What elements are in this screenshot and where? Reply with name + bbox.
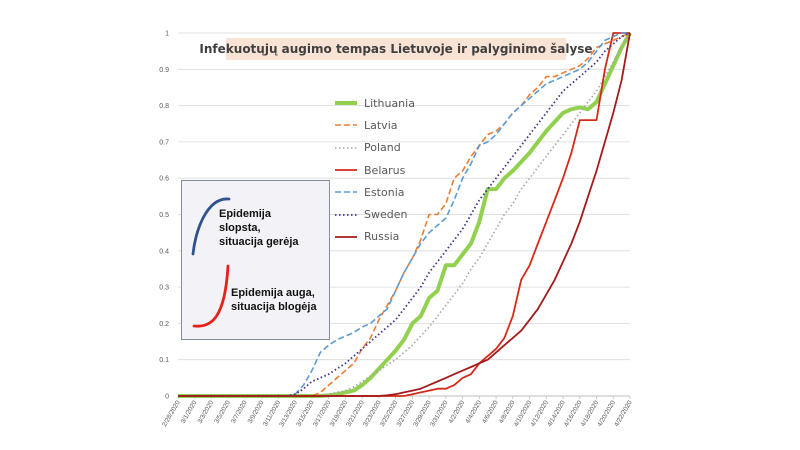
chart-title-box: Infekuotųjų augimo tempas Lietuvoje ir p… [199,38,593,60]
legend-swatch-sweden [335,213,357,216]
inset-bottom-line-1: Epidemija auga, [231,287,315,299]
y-tick-label-0-9: 0.9 [159,67,169,74]
legend-label-lithuania: Lithuania [364,96,415,110]
y-tick-label-0: 0 [165,394,169,401]
legend-swatch-poland [335,146,357,149]
y-tick-label-0-1: 0.1 [159,357,169,364]
legend-item-estonia: Estonia [334,181,454,203]
inset-top-line-2: slopsta, [219,222,261,234]
slowing-curve-icon [191,197,231,256]
inset-top-text: Epidemija slopsta, situacija gerėja [219,207,299,249]
legend-swatch-belarus [335,169,357,171]
legend-label-sweden: Sweden [364,208,408,222]
explanation-inset: Epidemija slopsta, situacija gerėja Epid… [181,180,330,340]
legend-label-estonia: Estonia [364,185,405,199]
series-line-russia [178,32,631,397]
legend-swatch-latvia [335,124,357,127]
y-tick-label-0-5: 0.5 [159,212,169,219]
legend-item-belarus: Belarus [334,159,454,181]
legend-item-latvia: Latvia [334,114,454,136]
legend-swatch-russia [335,236,357,238]
growing-curve-icon [192,264,230,328]
x-tick-label-2-28-2020: 2/28/2020 [161,399,182,428]
legend-item-sweden: Sweden [334,203,454,225]
series-line-sweden [178,32,631,397]
legend-item-poland: Poland [334,137,454,159]
legend-label-russia: Russia [364,230,400,244]
legend-label-belarus: Belarus [364,163,406,177]
y-tick-label-0-4: 0.4 [159,248,169,255]
inset-bottom-line-2: situacija blogėja [231,301,317,313]
y-tick-label-0-7: 0.7 [159,139,169,146]
legend-swatch-lithuania [335,101,357,106]
legend: Lithuania Latvia Poland Belarus Estonia … [334,92,454,248]
y-tick-label-1: 1 [165,31,169,38]
inset-top-line-1: Epidemija [219,208,271,220]
y-tick-label-0-3: 0.3 [159,285,169,292]
chart-title: Infekuotųjų augimo tempas Lietuvoje ir p… [199,42,593,56]
inset-curves [191,197,231,328]
legend-label-latvia: Latvia [364,118,398,132]
legend-swatch-estonia [335,191,357,194]
inset-bottom-text: Epidemija auga, situacija blogėja [231,286,317,314]
legend-label-poland: Poland [364,141,401,155]
y-tick-label-0-6: 0.6 [159,176,169,183]
legend-item-russia: Russia [334,226,454,248]
y-tick-label-0-8: 0.8 [159,103,169,110]
legend-item-lithuania: Lithuania [334,92,454,114]
y-tick-label-0-2: 0.2 [159,321,169,328]
series-lines [178,31,632,398]
inset-top-line-3: situacija gerėja [219,236,299,248]
